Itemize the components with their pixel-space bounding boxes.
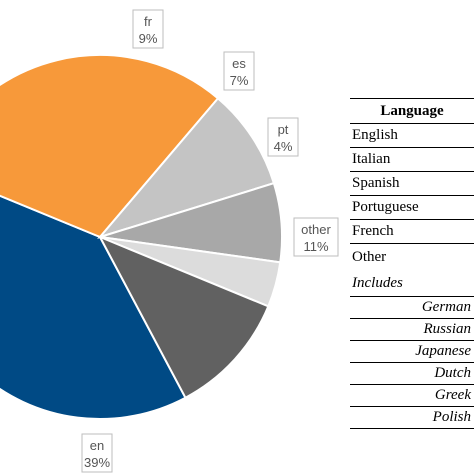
callout-box-pt [267, 117, 299, 157]
legend-row-spanish: Spanish [350, 172, 474, 196]
legend-includes-label: Includes [350, 270, 474, 297]
slice-percent-en: 39% [84, 455, 110, 470]
pie-labels: en 39% fr 9% es 7% pt 4% other 11% [81, 9, 339, 473]
slice-percent-pt: 4% [274, 139, 293, 154]
legend-row-italian: Italian [350, 148, 474, 172]
slice-percent-es: 7% [230, 73, 249, 88]
slice-percent-other: 11% [303, 239, 328, 254]
legend-include-polish: Polish [350, 407, 474, 429]
pie-slice-unlabeled [0, 54, 220, 239]
callout-box-es [223, 51, 255, 91]
legend-row-other: Other [352, 249, 387, 265]
pie-slice-other [97, 235, 270, 400]
language-legend-table: Language English Italian Spanish Portugu… [350, 98, 474, 429]
slice-percent-fr: 9% [139, 31, 158, 46]
callout-box-en [81, 433, 113, 473]
legend-include-russian: Russian [350, 319, 474, 341]
legend-row-english: English [350, 124, 474, 148]
pie-slice-en [0, 194, 187, 420]
slice-label-other: other [301, 222, 331, 237]
pie-slices [0, 54, 283, 420]
legend-include-greek: Greek [350, 385, 474, 407]
slice-label-en: en [90, 438, 104, 453]
callout-box-other [293, 217, 339, 257]
slice-label-fr: fr [144, 14, 153, 29]
legend-row-portuguese: Portuguese [350, 196, 474, 220]
slice-label-es: es [232, 56, 246, 71]
legend-header: Language [350, 98, 474, 124]
legend-include-german: German [350, 297, 474, 319]
slice-label-pt: pt [278, 122, 289, 137]
pie-slice-fr [97, 96, 276, 239]
legend-include-dutch: Dutch [350, 363, 474, 385]
legend-include-japanese: Japanese [350, 341, 474, 363]
callout-box-fr [132, 9, 164, 49]
legend-row-french: French [350, 220, 474, 244]
